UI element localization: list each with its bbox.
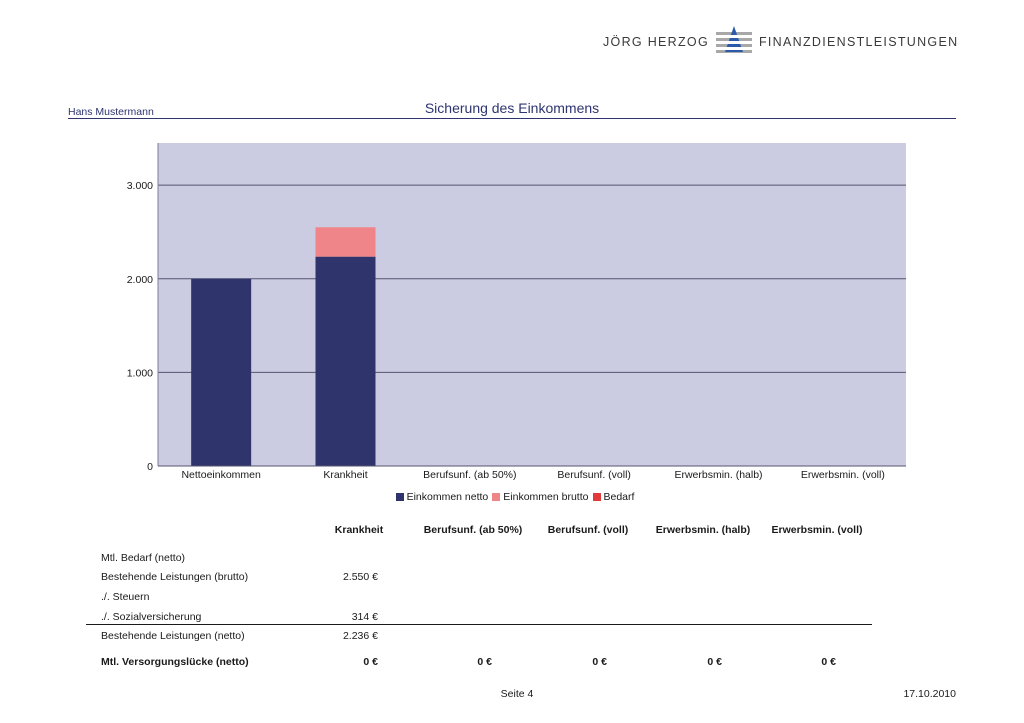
legend-item-netto: Einkommen netto [395, 491, 489, 503]
x-tick-label: Erwerbsmin. (voll) [801, 469, 885, 481]
row-label-versorgungsluecke: Mtl. Versorgungslücke (netto) [101, 656, 249, 668]
page-title: Sicherung des Einkommens [424, 100, 600, 116]
cell-luecke-erwerbsmin-voll: 0 € [821, 656, 836, 668]
column-header-erwerbsmin-voll: Erwerbsmin. (voll) [771, 524, 863, 536]
y-tick-label: 1.000 [127, 367, 153, 379]
chart-legend: Einkommen netto Einkommen brutto Bedarf [360, 491, 670, 503]
page-number: Seite 4 [500, 688, 534, 700]
column-header-berufsunf-voll: Berufsunf. (voll) [547, 524, 629, 536]
bar-netto [315, 256, 376, 466]
client-name: Hans Mustermann [68, 106, 154, 118]
row-label-leistungen-netto: Bestehende Leistungen (netto) [101, 630, 245, 642]
row-label-sozialversicherung: ./. Sozialversicherung [101, 611, 202, 623]
cell-sozialversicherung-krankheit: 314 € [351, 611, 378, 623]
cell-leistungen-brutto-krankheit: 2.550 € [342, 571, 378, 583]
table-divider [86, 624, 872, 625]
x-tick-label: Krankheit [323, 469, 367, 481]
bar-netto [191, 278, 252, 466]
legend-label-brutto: Einkommen brutto [503, 491, 589, 503]
cell-luecke-berufsunf-50: 0 € [477, 656, 492, 668]
brand-name-right: FINANZDIENSTLEISTUNGEN [758, 35, 959, 49]
x-tick-label: Berufsunf. (ab 50%) [423, 469, 516, 481]
bar-brutto [315, 227, 376, 257]
legend-swatch-bedarf [592, 493, 601, 501]
x-tick-label: Nettoeinkommen [181, 469, 261, 481]
header-divider [68, 118, 956, 119]
legend-swatch-netto [395, 493, 404, 501]
row-label-leistungen-brutto: Bestehende Leistungen (brutto) [101, 571, 249, 583]
cell-luecke-berufsunf-voll: 0 € [592, 656, 607, 668]
legend-item-brutto: Einkommen brutto [492, 491, 589, 503]
x-tick-label: Berufsunf. (voll) [557, 469, 631, 481]
row-label-bedarf: Mtl. Bedarf (netto) [101, 552, 186, 564]
y-tick-label: 2.000 [127, 274, 153, 286]
legend-label-bedarf: Bedarf [603, 491, 635, 503]
column-header-berufsunf-50: Berufsunf. (ab 50%) [423, 524, 523, 536]
cell-luecke-erwerbsmin-halb: 0 € [707, 656, 722, 668]
y-tick-label: 0 [147, 461, 153, 473]
legend-label-netto: Einkommen netto [406, 491, 489, 503]
row-label-steuern: ./. Steuern [101, 591, 150, 603]
legend-item-bedarf: Bedarf [592, 491, 635, 503]
cell-leistungen-netto-krankheit: 2.236 € [342, 630, 378, 642]
column-header-erwerbsmin-halb: Erwerbsmin. (halb) [655, 524, 751, 536]
document-date: 17.10.2010 [903, 688, 956, 700]
brand-name-left: JÖRG HERZOG [603, 35, 709, 49]
company-logo-icon [715, 26, 752, 53]
y-tick-label: 3.000 [127, 180, 153, 192]
legend-swatch-brutto [492, 493, 501, 501]
column-header-krankheit: Krankheit [334, 524, 384, 536]
x-tick-label: Erwerbsmin. (halb) [674, 469, 762, 481]
brand-header: JÖRG HERZOG FINANZDIENSTLEISTUNGEN [603, 26, 958, 58]
plot-area [158, 143, 906, 466]
cell-luecke-krankheit: 0 € [363, 656, 378, 668]
